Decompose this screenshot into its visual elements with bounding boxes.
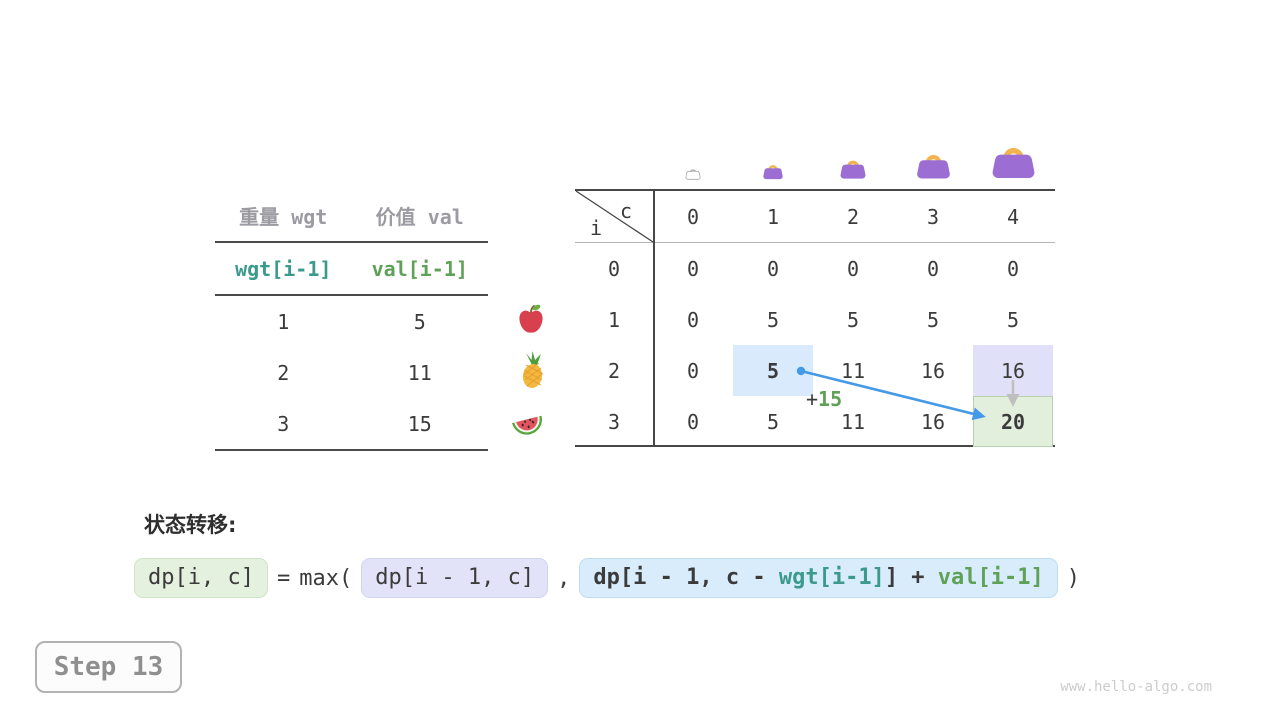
dp-cell-2-0: 0 <box>686 358 700 383</box>
row-header-0: 0 <box>607 256 621 281</box>
item-row-2: 2 11 <box>215 347 488 398</box>
dp-cell-0-4: 0 <box>1006 256 1020 281</box>
take-wgt-term: wgt[i-1] <box>778 565 885 590</box>
dp-header-divider <box>575 242 1055 243</box>
val-code-label: val[i-1] <box>371 256 468 281</box>
dp-column-headers: 0 1 2 3 4 <box>653 191 1053 242</box>
chip-dp-skip: dp[i - 1, c] <box>361 558 549 599</box>
watermark: www.hello-algo.com <box>1060 679 1212 695</box>
dp-cell-2-3: 16 <box>920 358 946 383</box>
item-row-1: 1 5 <box>215 296 488 347</box>
dp-cell-0-2: 0 <box>846 256 860 281</box>
bag-icon-capacity-1 <box>733 118 813 180</box>
value-column-header: 价值 val <box>375 205 464 229</box>
dp-cell-1-4: 5 <box>1006 307 1020 332</box>
col-header-2: 2 <box>846 204 860 229</box>
comma: , <box>557 565 571 591</box>
wgt-code-label: wgt[i-1] <box>235 256 332 281</box>
max-open: max( <box>299 565 353 591</box>
apple-icon <box>514 300 548 338</box>
take-prefix: dp[i - 1, c - <box>593 565 779 590</box>
divider <box>215 294 488 296</box>
items-table: 重量 wgt 价值 val wgt[i-1] val[i-1] 1 5 2 11… <box>215 190 488 451</box>
added-value: 15 <box>818 387 843 411</box>
col-header-1: 1 <box>766 204 780 229</box>
item-2-value: 11 <box>407 360 432 385</box>
item-1-weight: 1 <box>277 309 290 334</box>
divider <box>215 449 488 451</box>
bag-icon-capacity-3 <box>893 118 973 180</box>
dp-label-column-divider <box>653 189 655 447</box>
item-1-value: 5 <box>413 309 426 334</box>
transition-formula: dp[i, c] = max( dp[i - 1, c] , dp[i - 1,… <box>134 558 1081 599</box>
dp-table-top-border <box>575 189 1055 191</box>
step-badge: Step 13 <box>35 641 182 693</box>
row-header-1: 1 <box>607 307 621 332</box>
chip-dp-take: dp[i - 1, c - wgt[i-1]] + val[i-1] <box>579 558 1058 599</box>
dp-cell-1-2: 5 <box>846 307 860 332</box>
dp-cell-0-1: 0 <box>766 256 780 281</box>
dp-cell-1-0: 0 <box>686 307 700 332</box>
close-paren: ) <box>1066 565 1081 591</box>
col-header-3: 3 <box>926 204 940 229</box>
pineapple-icon <box>515 350 549 388</box>
capacity-bags-row <box>653 118 1053 180</box>
plus-sign: + <box>806 387 819 411</box>
watermelon-icon <box>510 404 544 442</box>
items-table-header: 重量 wgt 价值 val <box>215 190 488 241</box>
items-table-code-row: wgt[i-1] val[i-1] <box>215 243 488 294</box>
add-value-annotation: +15 <box>806 387 842 411</box>
item-2-weight: 2 <box>277 360 290 385</box>
take-val-term: val[i-1] <box>937 565 1044 590</box>
dp-cell-0-3: 0 <box>926 256 940 281</box>
dp-cell-1-3: 5 <box>926 307 940 332</box>
dp-grid: 0 0 0 0 0 0 5 5 5 5 0 5 11 16 16 0 5 11 … <box>653 243 1053 447</box>
bag-icon-capacity-4 <box>973 118 1053 180</box>
dp-cell-3-4-target: 20 <box>973 396 1053 447</box>
weight-column-header: 重量 wgt <box>239 205 328 229</box>
corner-diagonal-line <box>575 190 654 243</box>
divider <box>215 241 488 243</box>
dp-row-headers: 0 1 2 3 <box>575 243 653 447</box>
row-header-2: 2 <box>607 358 621 383</box>
row-var-label: i <box>590 216 603 240</box>
dp-cell-2-4-skip-source: 16 <box>973 345 1053 396</box>
item-3-weight: 3 <box>277 411 290 436</box>
bag-icon-capacity-2 <box>813 118 893 180</box>
col-var-label: c <box>620 199 633 223</box>
dp-cell-3-1: 5 <box>766 409 780 434</box>
take-mid: ] + <box>884 565 938 590</box>
dp-table-bottom-border <box>575 445 1055 447</box>
row-header-3: 3 <box>607 409 621 434</box>
dp-cell-3-3: 16 <box>920 409 946 434</box>
item-row-3: 3 15 <box>215 398 488 449</box>
col-header-4: 4 <box>1006 204 1020 229</box>
item-3-value: 15 <box>407 411 432 436</box>
dp-cell-3-0: 0 <box>686 409 700 434</box>
dp-cell-0-0: 0 <box>686 256 700 281</box>
dp-cell-1-1: 5 <box>766 307 780 332</box>
equals-sign: = <box>276 565 291 591</box>
empty-bag-icon <box>653 118 733 180</box>
transition-section-label: 状态转移: <box>144 513 237 537</box>
chip-dp-current: dp[i, c] <box>134 558 268 599</box>
dp-cell-2-1-take-source: 5 <box>733 345 813 396</box>
col-header-0: 0 <box>686 204 700 229</box>
